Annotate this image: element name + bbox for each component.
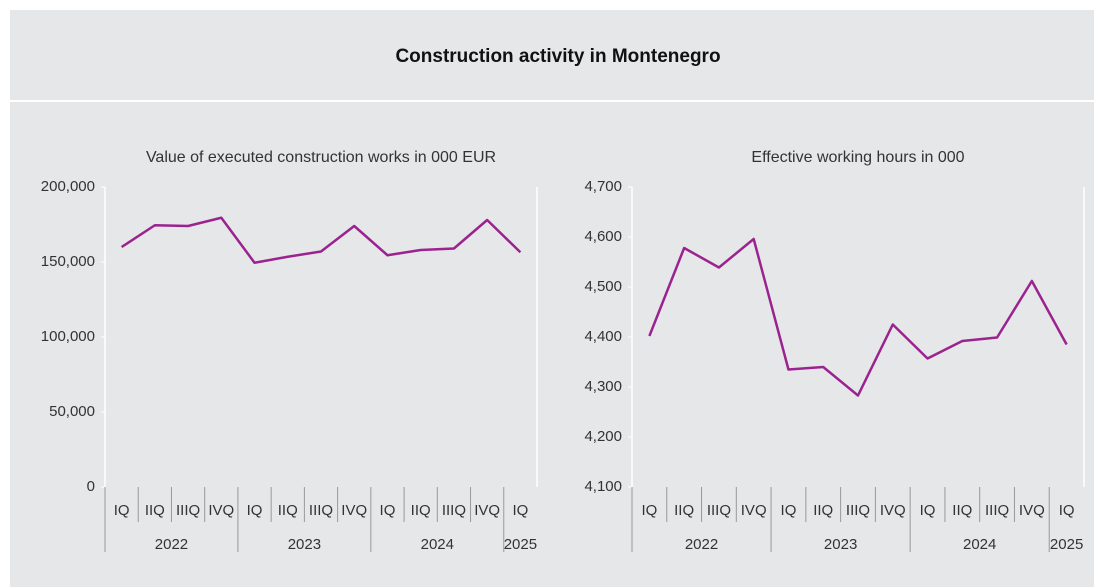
line-series [648,237,1068,397]
y-tick-label: 4,400 [584,328,622,345]
x-tick-label: IIIQ [442,502,466,519]
x-tick-label: IQ [641,502,657,519]
x-tick-label: IQ [781,502,797,519]
x-tick-label: IQ [920,502,936,519]
x-group-label: 2022 [685,536,718,553]
x-tick-label: IQ [1059,502,1075,519]
y-tick-label: 4,100 [584,478,622,495]
x-tick-label: IIIQ [176,502,200,519]
y-tick-label: 4,700 [584,178,622,195]
x-group-label: 2024 [963,536,996,553]
x-tick-label: IQ [512,502,528,519]
x-group-label: 2025 [504,536,537,553]
y-tick-label: 50,000 [49,403,95,420]
x-group-label: 2024 [421,536,454,553]
y-tick-label: 4,200 [584,428,622,445]
x-group-label: 2022 [155,536,188,553]
x-tick-label: IIIQ [707,502,731,519]
y-tick-label: 4,600 [584,228,622,245]
y-tick-label: 150,000 [41,253,95,270]
x-tick-label: IIQ [952,502,972,519]
x-tick-label: IQ [114,502,130,519]
x-tick-label: IVQ [208,502,234,519]
x-tick-label: IIQ [813,502,833,519]
y-tick-label: 200,000 [41,178,95,195]
x-tick-label: IVQ [341,502,367,519]
y-tick-label: 0 [87,478,95,495]
line-series [120,216,522,264]
chart-title: Value of executed construction works in … [146,149,496,166]
y-tick-label: 4,300 [584,378,622,395]
x-tick-label: IIQ [145,502,165,519]
x-tick-label: IQ [380,502,396,519]
x-tick-label: IVQ [474,502,500,519]
x-tick-label: IVQ [1019,502,1045,519]
x-group-label: 2023 [288,536,321,553]
page-title: Construction activity in Montenegro [395,46,720,67]
y-tick-label: 100,000 [41,328,95,345]
x-tick-label: IIQ [674,502,694,519]
x-tick-label: IVQ [880,502,906,519]
x-group-label: 2025 [1050,536,1083,553]
chart-title: Effective working hours in 000 [751,149,964,166]
x-tick-label: IIQ [278,502,298,519]
y-tick-label: 4,500 [584,278,622,295]
x-tick-label: IIIQ [309,502,333,519]
x-tick-label: IVQ [741,502,767,519]
x-group-label: 2023 [824,536,857,553]
x-tick-label: IQ [247,502,263,519]
background [10,10,1094,587]
x-tick-label: IIIQ [985,502,1009,519]
x-tick-label: IIQ [411,502,431,519]
x-tick-label: IIIQ [846,502,870,519]
